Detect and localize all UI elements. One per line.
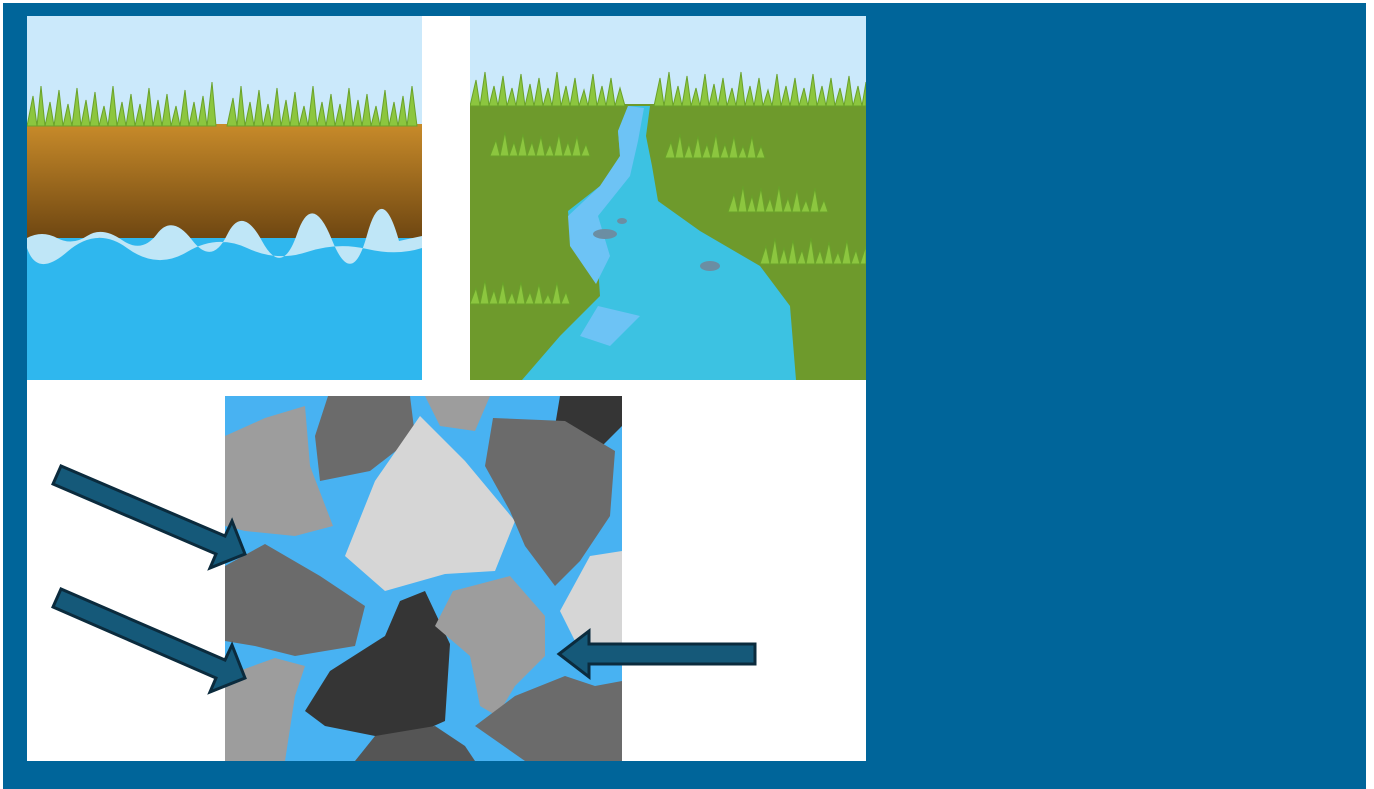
rock	[425, 396, 490, 431]
arrow-lower-left	[51, 587, 247, 695]
pointer-arrows	[51, 464, 757, 695]
arrow-upper-left	[51, 464, 247, 571]
rock	[305, 591, 450, 741]
rock	[355, 726, 475, 761]
rock-particles	[225, 396, 622, 761]
grass-tufts	[470, 71, 866, 306]
arrow-right	[556, 627, 757, 681]
grass-strip	[27, 81, 418, 127]
water-table	[27, 238, 422, 380]
rock	[315, 396, 415, 481]
stream-highlight	[568, 106, 644, 284]
rock	[225, 658, 305, 761]
rock	[435, 576, 545, 716]
pebble	[617, 218, 627, 224]
rock	[475, 676, 622, 761]
illustration-panel	[27, 16, 866, 761]
groundwater-illustration	[27, 16, 422, 380]
stream-in-field-icon	[470, 16, 866, 380]
pebble	[700, 261, 720, 271]
rock-pore-space-icon	[225, 396, 622, 761]
stream-highlight-lower	[580, 306, 640, 346]
rock	[560, 551, 622, 651]
rock	[485, 418, 615, 586]
pebble	[593, 229, 617, 239]
pore-space-illustration	[225, 396, 622, 761]
soil-over-water-icon	[27, 16, 422, 380]
rock	[225, 406, 333, 536]
stream	[522, 106, 796, 380]
rock	[225, 544, 365, 656]
rock	[555, 396, 622, 448]
slide-background	[3, 3, 1366, 789]
rock	[345, 416, 515, 591]
water-foam	[27, 208, 422, 265]
stream-illustration	[470, 16, 866, 380]
soil-layer	[27, 124, 422, 244]
